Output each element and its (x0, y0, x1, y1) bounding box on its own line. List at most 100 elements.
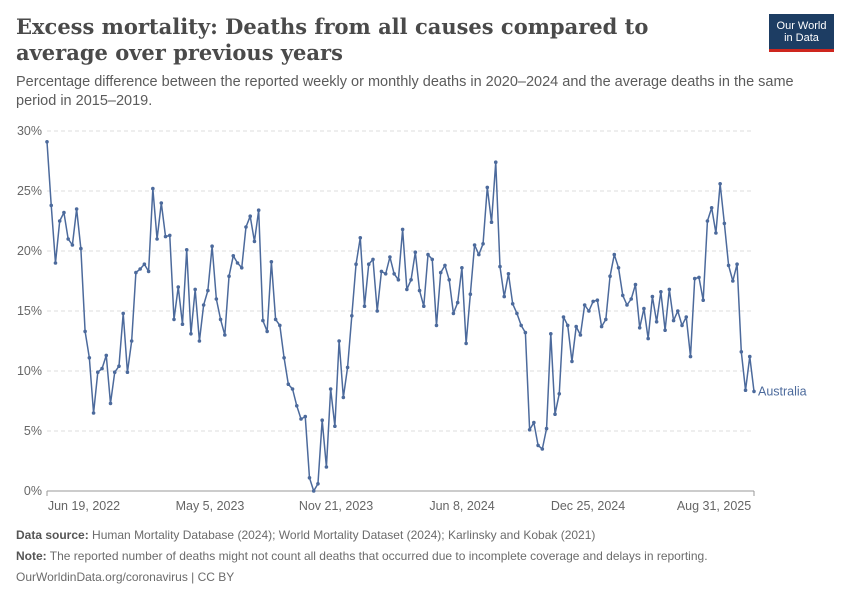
data-point (578, 333, 583, 337)
data-point (468, 292, 473, 297)
data-point (536, 443, 540, 448)
data-point (138, 267, 142, 271)
data-point (49, 203, 54, 208)
data-point (709, 206, 714, 210)
data-point (692, 276, 697, 281)
data-point (527, 428, 532, 432)
data-point (172, 317, 176, 322)
data-point (218, 317, 223, 322)
data-point (502, 294, 507, 299)
data-point (646, 336, 650, 341)
data-point (96, 370, 100, 375)
data-point (620, 293, 625, 298)
owid-logo[interactable]: Our World in Data (769, 14, 834, 52)
data-point (146, 269, 151, 274)
data-point (659, 290, 663, 294)
x-tick-label: Dec 25, 2024 (551, 499, 625, 513)
data-point (100, 366, 104, 371)
data-point (316, 482, 320, 486)
data-point (434, 323, 439, 328)
y-tick-label: 10% (17, 364, 42, 378)
data-point (129, 339, 134, 343)
data-point (231, 254, 236, 258)
data-point (311, 489, 316, 493)
data-point (430, 257, 435, 262)
data-point (532, 420, 536, 425)
line-chart: 0% 5% 10% 15% 20% 25% 30% Jun 19, 2022 May 5, 20… (17, 124, 807, 513)
data-point (574, 324, 578, 329)
data-point (752, 389, 756, 394)
data-point (197, 339, 202, 343)
data-point (189, 332, 193, 336)
data-point (108, 401, 113, 406)
data-point (83, 329, 87, 334)
data-point (261, 318, 265, 323)
data-point (481, 242, 485, 246)
data-point (290, 387, 295, 391)
data-point (489, 220, 494, 224)
data-point (278, 323, 282, 328)
data-point (167, 233, 172, 238)
data-point (121, 311, 126, 316)
data-point (134, 270, 138, 275)
data-point (447, 278, 451, 282)
data-point (472, 243, 477, 247)
data-point (726, 263, 731, 268)
data-point (337, 339, 341, 343)
data-point (307, 476, 312, 480)
data-point (358, 236, 363, 240)
data-point (591, 299, 595, 304)
data-point (193, 287, 197, 292)
data-point (519, 323, 523, 328)
data-point (244, 225, 248, 229)
data-point (561, 315, 566, 319)
data-point (117, 364, 121, 369)
data-point (392, 272, 396, 276)
data-point (650, 294, 655, 299)
data-point (366, 262, 371, 267)
x-tick-label: Nov 21, 2023 (299, 499, 373, 513)
data-point (625, 303, 629, 307)
data-point (455, 300, 460, 305)
data-point (739, 350, 744, 354)
x-tick-label: Jun 8, 2024 (429, 499, 494, 513)
data-point (104, 353, 109, 358)
data-point (498, 264, 502, 269)
series-label-australia: Australia (758, 384, 807, 398)
chart-subtitle: Percentage difference between the report… (16, 74, 794, 109)
data-point (227, 274, 231, 279)
data-point (548, 332, 553, 336)
data-point (269, 260, 274, 264)
data-point (477, 252, 481, 257)
data-point (354, 262, 358, 267)
data-point (155, 237, 159, 241)
data-point (125, 370, 130, 375)
data-point (714, 231, 718, 235)
data-point (252, 239, 257, 244)
data-point (383, 272, 388, 276)
data-point (388, 255, 392, 259)
data-point (151, 186, 155, 191)
y-tick-label: 0% (24, 484, 42, 498)
note-label: Note: (16, 549, 47, 563)
data-point (375, 309, 380, 313)
data-point (256, 208, 261, 212)
data-point (223, 333, 227, 337)
data-point (506, 272, 511, 276)
data-point (286, 382, 291, 387)
data-point (451, 311, 456, 316)
data-point (510, 302, 515, 306)
data-point (553, 412, 557, 417)
data-point (599, 324, 604, 329)
data-point (675, 309, 680, 313)
data-point (743, 388, 748, 393)
data-point (91, 411, 96, 415)
data-point (62, 210, 66, 215)
data-point (633, 282, 638, 287)
data-point (705, 219, 710, 223)
data-point (582, 303, 587, 307)
data-point (493, 160, 498, 164)
footer-credit[interactable]: OurWorldinData.org/coronavirus | CC BY (16, 570, 235, 584)
data-point (604, 317, 608, 322)
data-point (426, 252, 430, 257)
